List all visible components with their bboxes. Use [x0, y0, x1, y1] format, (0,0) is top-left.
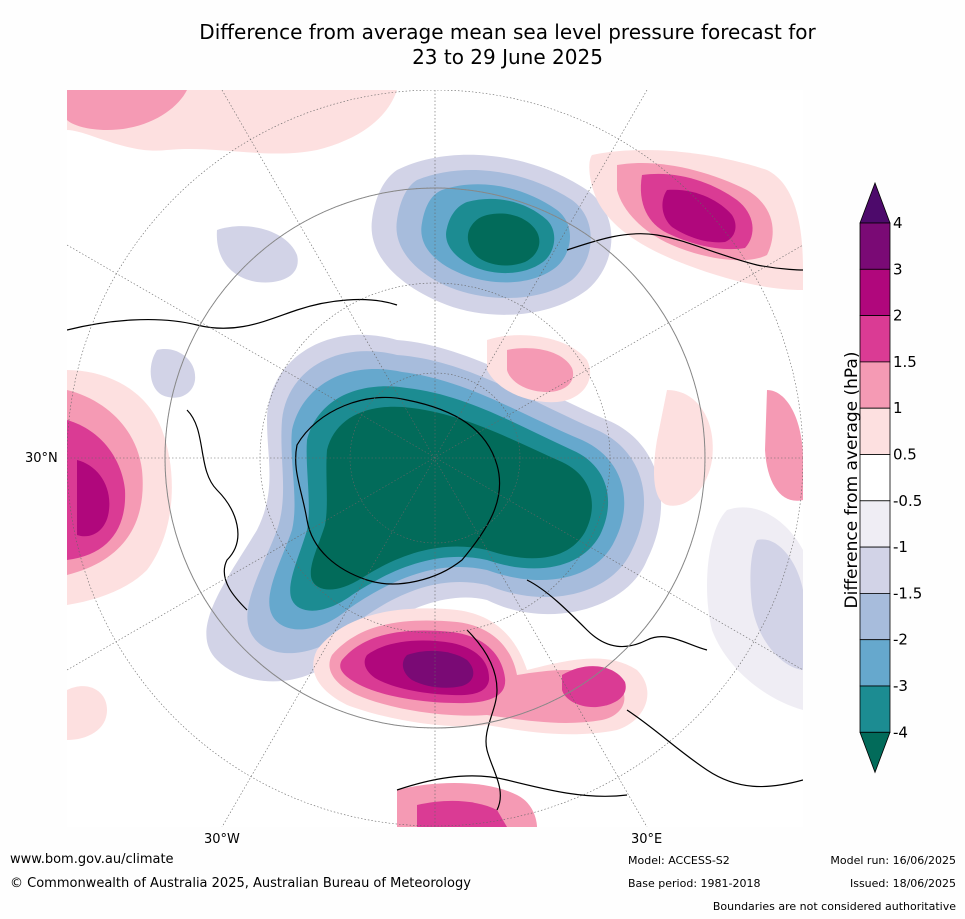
- colorbar-tick-label: -1.5: [893, 584, 922, 602]
- footer-website: www.bom.gov.au/climate: [10, 852, 174, 867]
- colorbar-swatch-c1_15: [859, 361, 891, 409]
- colorbar-tick-label: 1: [893, 399, 903, 417]
- footer-base-period: Base period: 1981-2018: [628, 877, 761, 890]
- anomaly-northeast-positive: [589, 150, 803, 290]
- colorbar-extend-low: [859, 731, 891, 774]
- colorbar-tick-label: 4: [893, 214, 903, 232]
- colorbar-tick-label: 0.5: [893, 446, 917, 464]
- lon-label-30e: 30°E: [631, 832, 663, 847]
- anomaly-west-positive: [67, 370, 172, 605]
- colorbar-swatch-cm2_m3: [859, 639, 891, 687]
- pressure-anomaly-map: [67, 90, 803, 827]
- colorbar-tick-label: -2: [893, 631, 908, 649]
- footer-model-run: Model run: 16/06/2025: [830, 854, 956, 867]
- colorbar-tick-label: -1: [893, 538, 908, 556]
- colorbar-swatch-c2_3: [859, 268, 891, 317]
- anomaly-minor-regions: [67, 226, 803, 827]
- colorbar: 4 3 2 1.5 1 0.5 -0.5 -1 -1.5 -2 -3 -4: [859, 181, 922, 774]
- title-line-1: Difference from average mean sea level p…: [199, 20, 816, 44]
- footer-model: Model: ACCESS-S2: [628, 854, 730, 867]
- colorbar-swatch-c_neutral: [859, 454, 891, 502]
- map-title: Difference from average mean sea level p…: [100, 20, 915, 70]
- colorbar-swatch-cm3_m4: [859, 685, 891, 733]
- lon-label-30w: 30°W: [204, 832, 240, 847]
- colorbar-labels: 4 3 2 1.5 1 0.5 -0.5 -1 -1.5 -2 -3 -4: [893, 214, 922, 741]
- colorbar-tick-label: 2: [893, 307, 903, 325]
- colorbar-title: Difference from average (hPa): [842, 351, 862, 609]
- colorbar-tick-label: -3: [893, 677, 908, 695]
- anomaly-arctic-negative: [206, 334, 662, 682]
- colorbar-swatch-cm05_m1: [859, 500, 891, 548]
- colorbar-swatch-c05_1: [859, 407, 891, 455]
- colorbar-tick-label: -4: [893, 723, 908, 741]
- colorbar-swatch-c3_4: [859, 222, 891, 270]
- colorbar-swatch-cm1_m15: [859, 546, 891, 594]
- title-line-2: 23 to 29 June 2025: [412, 45, 603, 69]
- anomaly-siberia-negative: [371, 154, 612, 315]
- colorbar-extend-high: [859, 181, 891, 224]
- colorbar-swatches: [859, 181, 891, 774]
- footer-issued: Issued: 18/06/2025: [849, 877, 956, 890]
- anomaly-europe-positive: [313, 608, 648, 735]
- footer-disclaimer: Boundaries are not considered authoritat…: [712, 900, 956, 913]
- footer-copyright: © Commonwealth of Australia 2025, Austra…: [10, 876, 471, 891]
- colorbar-tick-label: -0.5: [893, 492, 922, 510]
- colorbar-tick-label: 1.5: [893, 353, 917, 371]
- colorbar-swatch-c15_2: [859, 315, 891, 363]
- latitude-30n-circle: [164, 187, 706, 729]
- coastlines: [67, 233, 803, 811]
- colorbar-swatch-cm15_m2: [859, 592, 891, 641]
- lat-label-30n: 30°N: [25, 451, 58, 466]
- anomaly-top-left-positive: [67, 90, 397, 154]
- colorbar-tick-label: 3: [893, 260, 903, 278]
